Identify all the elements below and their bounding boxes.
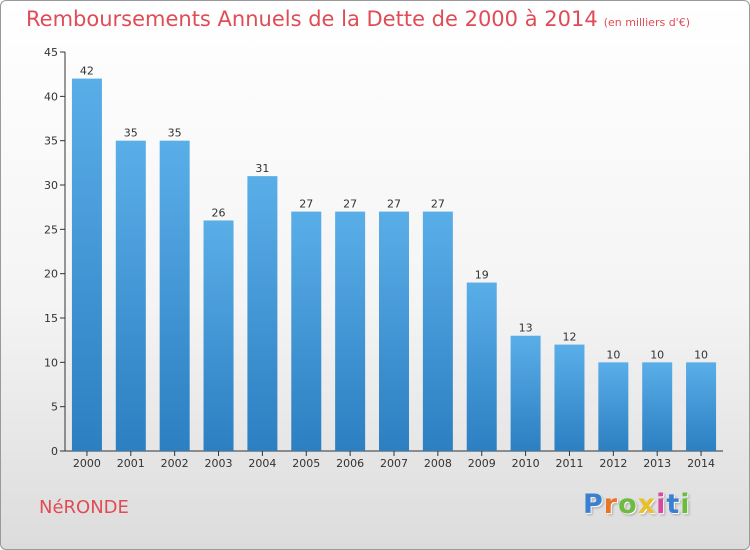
y-tick-label: 25	[44, 223, 58, 236]
y-tick-label: 45	[44, 46, 58, 59]
y-tick-label: 0	[51, 445, 58, 458]
bar-value-label: 13	[519, 322, 533, 335]
proxiti-logo: Proxiti	[583, 489, 691, 520]
bar	[71, 78, 102, 451]
bar	[291, 211, 322, 451]
logo-letter: i	[656, 489, 667, 520]
bar-value-label: 31	[255, 162, 269, 175]
bar	[598, 362, 629, 451]
x-tick-label: 2006	[336, 457, 364, 470]
bar	[466, 282, 497, 451]
logo-letter: x	[637, 489, 657, 520]
bar-value-label: 35	[168, 127, 182, 140]
bar	[159, 140, 190, 451]
x-tick-label: 2010	[512, 457, 540, 470]
y-tick-label: 20	[44, 268, 58, 281]
x-tick-label: 2011	[555, 457, 583, 470]
bar-value-label: 27	[343, 198, 357, 211]
chart-bars	[71, 78, 717, 451]
x-tick-label: 2003	[205, 457, 233, 470]
y-tick-label: 35	[44, 135, 58, 148]
chart-title: Remboursements Annuels de la Dette de 20…	[26, 7, 690, 31]
bar-value-label: 27	[431, 198, 445, 211]
chart-axes: 0 5 10 15 20 25 30 35 40 45 2000 2001 2002 2003 2004 20…	[44, 46, 723, 470]
chart-subtitle: (en milliers d'€)	[603, 16, 690, 29]
bar	[335, 211, 366, 451]
x-tick-label: 2009	[468, 457, 496, 470]
chart-data-labels: 42 35 35 26 31 27 27 27 27 19 13 12 10 10 10	[80, 65, 708, 362]
bar	[554, 344, 585, 451]
bar-value-label: 10	[650, 348, 664, 361]
bar-value-label: 42	[80, 65, 94, 78]
y-tick-label: 10	[44, 356, 58, 369]
y-tick-label: 30	[44, 179, 58, 192]
bar	[422, 211, 453, 451]
logo-letter: t	[666, 489, 681, 520]
commune-name: NéRONDE	[39, 497, 129, 518]
bar-value-label: 12	[562, 331, 576, 344]
bar	[203, 220, 234, 451]
bar	[686, 362, 717, 451]
bar	[379, 211, 409, 451]
logo-letter: i	[680, 489, 691, 520]
bar	[510, 335, 541, 451]
x-tick-label: 2000	[73, 457, 101, 470]
x-tick-label: 2001	[117, 457, 145, 470]
logo-letter: r	[603, 489, 619, 520]
logo-letter: P	[583, 489, 604, 520]
bar-value-label: 10	[606, 348, 620, 361]
bar-value-label: 27	[299, 198, 313, 211]
x-tick-label: 2008	[424, 457, 452, 470]
bar-value-label: 26	[212, 206, 226, 219]
logo-letter: o	[618, 489, 638, 520]
bar-value-label: 35	[124, 127, 138, 140]
bar-value-label: 27	[387, 198, 401, 211]
y-tick-label: 40	[44, 90, 58, 103]
bar-value-label: 19	[475, 269, 489, 282]
x-tick-label: 2002	[161, 457, 189, 470]
bar-value-label: 10	[694, 348, 708, 361]
x-tick-label: 2007	[380, 457, 408, 470]
x-tick-label: 2014	[687, 457, 715, 470]
x-tick-label: 2004	[248, 457, 276, 470]
x-tick-label: 2005	[292, 457, 320, 470]
x-tick-label: 2012	[599, 457, 627, 470]
y-tick-label: 15	[44, 312, 58, 325]
chart-title-text: Remboursements Annuels de la Dette de 20…	[26, 7, 598, 31]
bar	[642, 362, 673, 451]
x-tick-label: 2013	[643, 457, 671, 470]
bar	[247, 176, 278, 451]
bar	[115, 140, 146, 451]
y-tick-label: 5	[51, 401, 58, 414]
